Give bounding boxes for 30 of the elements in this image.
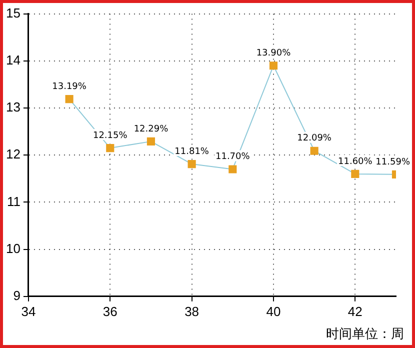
y-tick-label: 14 bbox=[6, 52, 20, 68]
y-tick-label: 13 bbox=[6, 100, 20, 115]
text: 时间单位：周 bbox=[326, 326, 404, 342]
data-label: 12.09% bbox=[297, 134, 332, 144]
data-label: 11.70% bbox=[215, 152, 250, 162]
point bbox=[269, 62, 278, 70]
y-tick-label: 11 bbox=[6, 194, 20, 209]
x-tick-label: 34 bbox=[21, 304, 36, 319]
y-tick-label: 10 bbox=[6, 240, 20, 256]
y-tick-label: 9 bbox=[13, 288, 20, 303]
y-tick-label: 12 bbox=[6, 146, 20, 162]
point bbox=[106, 144, 114, 152]
x-tick-label: 42 bbox=[348, 304, 362, 319]
point bbox=[351, 170, 360, 178]
data-label: 12.29% bbox=[134, 124, 169, 134]
x-tick-label: 40 bbox=[266, 304, 281, 319]
point bbox=[188, 160, 196, 168]
data-label: 13.90% bbox=[256, 48, 292, 58]
data-label: 11.59% bbox=[376, 157, 410, 168]
x-tick-label: 36 bbox=[102, 304, 118, 319]
point bbox=[310, 146, 318, 155]
point bbox=[228, 165, 237, 174]
x-tick-label: 38 bbox=[184, 304, 200, 319]
data-label: 12.15% bbox=[92, 130, 128, 141]
y-tick-label: 15 bbox=[6, 5, 20, 20]
point bbox=[146, 137, 156, 146]
data-label: 11.60% bbox=[338, 156, 373, 167]
data-label: 13.19% bbox=[52, 82, 87, 92]
data-label: 11.81% bbox=[174, 146, 210, 157]
point bbox=[65, 95, 74, 104]
